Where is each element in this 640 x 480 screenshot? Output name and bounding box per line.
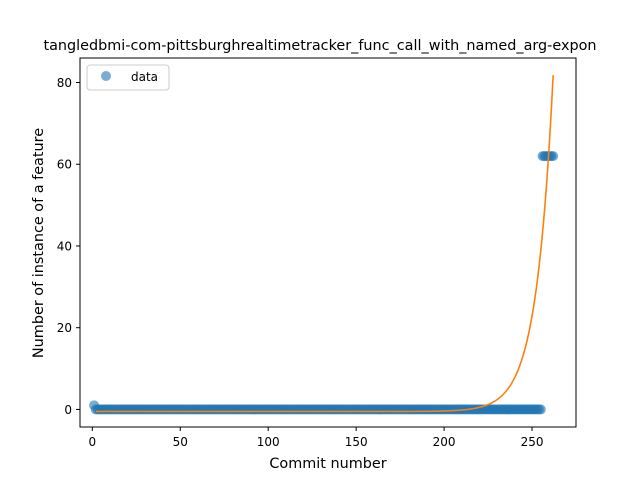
x-tick-label: 250 (521, 435, 544, 449)
x-tick-label: 0 (88, 435, 96, 449)
legend-marker (101, 71, 111, 81)
y-tick-label: 20 (57, 321, 72, 335)
x-tick-label: 150 (345, 435, 368, 449)
x-tick-label: 100 (257, 435, 280, 449)
y-tick-label: 40 (57, 239, 72, 253)
y-axis-ticks: 0 20 40 60 80 (57, 76, 80, 417)
data-point (535, 404, 546, 415)
x-tick-label: 50 (173, 435, 188, 449)
axes-frame (79, 57, 577, 428)
x-axis-label: Commit number (269, 456, 386, 472)
x-axis-ticks: 0 50 100 150 200 250 (88, 427, 543, 449)
chart-title: tangledbmi-com-pittsburghrealtimetracker… (43, 38, 596, 54)
y-tick-label: 0 (64, 403, 72, 417)
fit-line (95, 75, 554, 413)
plot-area (89, 75, 559, 415)
data-point (548, 151, 559, 162)
y-tick-label: 60 (57, 158, 72, 172)
legend-label: data (131, 70, 158, 84)
y-tick-label: 80 (57, 76, 72, 90)
legend: data (86, 64, 170, 91)
x-tick-label: 200 (433, 435, 456, 449)
y-axis-label: Number of instance of a feature (31, 128, 47, 358)
